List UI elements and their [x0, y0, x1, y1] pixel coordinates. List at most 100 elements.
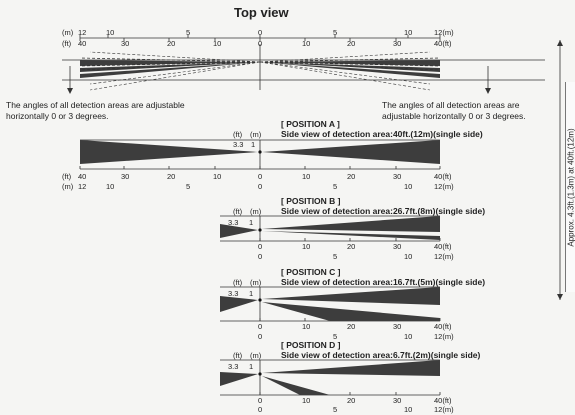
position-a-m-tick: 5	[186, 182, 191, 191]
angle-arrowhead-left	[67, 88, 73, 94]
position-d-sensor-dot	[258, 372, 262, 376]
position-d-beam-low	[262, 376, 330, 395]
position-c-m-tick: 10	[404, 332, 413, 341]
top-m-tick: 10	[404, 28, 413, 37]
position-d-m-tick: 0	[258, 405, 263, 414]
top-m-unit-label: (m)	[62, 28, 74, 37]
top-ft-tick: 30	[393, 39, 402, 48]
top-angle-dashed	[79, 57, 261, 63]
position-d-beam-back	[220, 372, 258, 386]
top-angle-dashed	[89, 61, 261, 91]
position-d-ft-tick: 40(ft)	[434, 396, 452, 405]
position-b-m-tick: 10	[404, 252, 413, 261]
height-arrowhead-top	[557, 40, 563, 46]
position-b-ft-tick: 30	[393, 242, 402, 251]
top-m-tick: 12	[78, 28, 87, 37]
top-ft-tick: 0	[258, 39, 263, 48]
top-ft-tick: 40(ft)	[434, 39, 452, 48]
position-c-m-unit: (m)	[250, 278, 262, 287]
position-d-height-m: 1	[249, 362, 254, 371]
position-a-m-unit: (m)	[250, 130, 262, 139]
position-d-ft-unit: (ft)	[233, 351, 243, 360]
position-c-beam-back	[220, 296, 258, 312]
position-c-sensor-dot	[258, 298, 262, 302]
height-note-vertical: Approx. 4.3ft.(1.3m) at 40ft.(12m)	[565, 82, 575, 292]
position-d-beam-front	[262, 360, 440, 376]
position-a-ft-unit-bottom: (ft)	[62, 172, 72, 181]
top-m-tick: 0	[258, 28, 263, 37]
top-beam-right	[260, 62, 440, 72]
position-a-ft-tick: 40(ft)	[434, 172, 452, 181]
position-b-beam-front	[262, 216, 440, 232]
position-d-m-tick: 12(m)	[434, 405, 454, 414]
position-a-height-ft: 3.3	[233, 140, 244, 149]
top-angle-dashed	[259, 61, 431, 91]
position-b-ft-tick: 10	[302, 242, 311, 251]
position-a-ft-tick: 0	[258, 172, 263, 181]
position-c-caption: Side view of detection area:16.7ft.(5m)(…	[281, 277, 486, 287]
position-b-height-ft: 3.3	[228, 218, 239, 227]
top-beam-right	[260, 62, 440, 78]
top-angle-dashed	[79, 61, 261, 71]
position-c-m-tick: 12(m)	[434, 332, 454, 341]
top-m-tick: 10	[106, 28, 115, 37]
position-a-m-tick: 12(m)	[434, 182, 454, 191]
position-a-m-tick: 12	[78, 182, 87, 191]
position-c-height-ft: 3.3	[228, 289, 239, 298]
top-angle-dashed	[259, 57, 441, 63]
position-a-ft-tick: 10	[302, 172, 311, 181]
top-angle-dashed	[259, 61, 441, 71]
position-a-ft-tick: 40	[78, 172, 87, 181]
position-b-m-tick: 5	[333, 252, 338, 261]
position-a-caption: Side view of detection area:40ft.(12m)(s…	[281, 129, 483, 139]
position-c-ft-tick: 0	[258, 322, 263, 331]
position-b-m-tick: 12(m)	[434, 252, 454, 261]
position-b-caption: Side view of detection area:26.7ft.(8m)(…	[281, 206, 486, 216]
top-beam-right	[260, 60, 440, 66]
page-title: Top view	[234, 5, 289, 20]
position-c-ft-tick: 10	[302, 322, 311, 331]
position-d-height-ft: 3.3	[228, 362, 239, 371]
position-c-m-tick: 0	[258, 332, 263, 341]
top-angle-dashed	[79, 61, 261, 67]
position-a-ft-tick: 20	[347, 172, 356, 181]
top-ft-tick: 20	[347, 39, 356, 48]
top-angle-dashed	[89, 51, 261, 63]
angle-note-left: The angles of all detection areas are ad…	[6, 100, 185, 121]
position-d-ft-tick: 30	[393, 396, 402, 405]
position-a-height-m: 1	[251, 140, 256, 149]
position-a-ft-tick: 30	[121, 172, 130, 181]
position-d-m-unit: (m)	[250, 351, 262, 360]
position-c-height-m: 1	[249, 289, 254, 298]
position-a-ft-tick: 10	[213, 172, 222, 181]
position-b-ft-unit: (ft)	[233, 207, 243, 216]
position-d-ft-tick: 0	[258, 396, 263, 405]
position-b-title: [ POSITION B ]	[281, 196, 341, 206]
position-a-ft-tick: 20	[167, 172, 176, 181]
position-b-ft-tick: 20	[347, 242, 356, 251]
position-c-ft-tick: 30	[393, 322, 402, 331]
top-beam-left	[80, 62, 260, 78]
top-m-tick: 5	[186, 28, 191, 37]
position-a-m-tick: 5	[333, 182, 338, 191]
top-beam-left	[80, 60, 260, 66]
position-d-caption: Side view of detection area:6.7ft.(2m)(s…	[281, 350, 481, 360]
position-d-title: [ POSITION D ]	[281, 340, 341, 350]
top-angle-dashed	[89, 61, 261, 85]
position-b-m-tick: 0	[258, 252, 263, 261]
position-c-ft-tick: 40(ft)	[434, 322, 452, 331]
position-a-ft-unit: (ft)	[233, 130, 243, 139]
top-m-tick: 12(m)	[434, 28, 454, 37]
position-c-title: [ POSITION C ]	[281, 267, 341, 277]
height-arrowhead-bottom	[557, 294, 563, 300]
position-c-m-tick: 5	[333, 332, 338, 341]
top-angle-dashed	[259, 61, 431, 85]
position-a-m-tick: 10	[106, 182, 115, 191]
position-b-beam-back	[220, 224, 258, 238]
position-a-m-unit-bottom: (m)	[62, 182, 74, 191]
top-ft-tick: 10	[213, 39, 222, 48]
position-b-ft-tick: 40(ft)	[434, 242, 452, 251]
position-a-sensor-dot	[258, 150, 262, 154]
position-a-ft-tick: 30	[393, 172, 402, 181]
position-b-m-unit: (m)	[250, 207, 262, 216]
